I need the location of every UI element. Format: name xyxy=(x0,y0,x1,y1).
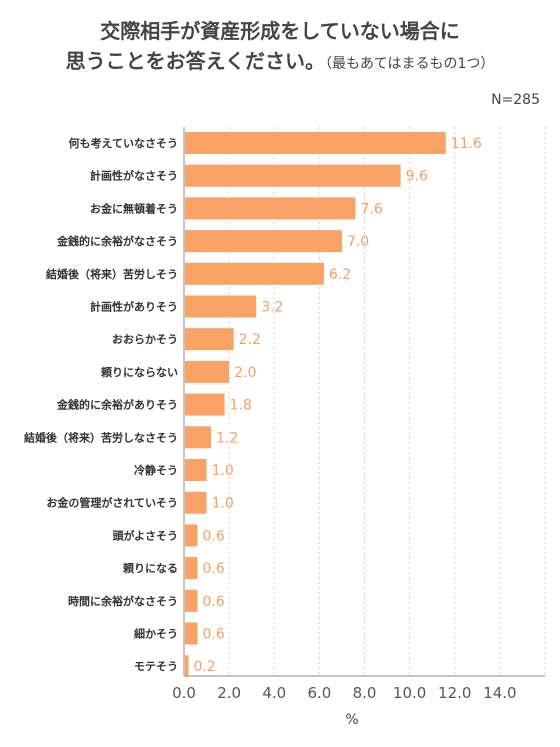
category-label: 頼りにならない xyxy=(100,365,178,379)
bar xyxy=(185,426,212,449)
x-tick-label: 6.0 xyxy=(307,684,331,702)
bar xyxy=(185,360,230,383)
value-label: 0.6 xyxy=(203,561,225,577)
category-label: 頭がよさそう xyxy=(113,528,178,542)
value-label: 1.0 xyxy=(212,463,234,479)
x-tick-label: 8.0 xyxy=(353,684,377,702)
value-label: 11.6 xyxy=(451,136,482,152)
value-label: 0.6 xyxy=(203,594,225,610)
x-tick-label: 12.0 xyxy=(438,684,471,702)
title-line-2-main: 思うことをお答えください。 xyxy=(65,49,326,73)
category-label: お金の管理がされていそう xyxy=(46,496,178,510)
bar xyxy=(185,459,207,481)
x-tick-label: 2.0 xyxy=(217,684,241,702)
category-label: 細かそう xyxy=(134,627,178,641)
bar xyxy=(185,197,356,220)
value-label: 0.6 xyxy=(203,627,225,643)
value-label: 1.8 xyxy=(230,398,252,414)
x-axis-title: % xyxy=(345,712,358,728)
category-label: 冷静そう xyxy=(134,463,178,477)
x-tick-label: 10.0 xyxy=(393,684,426,702)
x-tick-label: 14.0 xyxy=(483,684,516,702)
value-label: 2.0 xyxy=(234,365,256,381)
value-label: 0.6 xyxy=(203,528,225,544)
chart-title: 交際相手が資産形成をしていない場合に 思うことをお答えください。（最もあてはまる… xyxy=(0,16,560,79)
category-label: モテそう xyxy=(134,660,178,673)
bar xyxy=(185,295,257,318)
value-label: 1.0 xyxy=(212,496,234,512)
category-label: 頼りになる xyxy=(122,561,178,575)
bar xyxy=(185,393,225,416)
value-label: 1.2 xyxy=(216,430,238,446)
category-label: 何も考えていなさそう xyxy=(69,136,178,150)
category-label: 計画性がなさそう xyxy=(90,169,178,183)
bar xyxy=(185,230,342,253)
value-label: 7.6 xyxy=(360,201,382,217)
value-label: 3.2 xyxy=(261,300,283,316)
bar xyxy=(185,655,189,678)
bar xyxy=(185,589,198,612)
category-label: 結婚後（将来）苦労しなさそう xyxy=(24,430,178,444)
category-label: 金銭的に余裕がありそう xyxy=(56,398,178,412)
bar xyxy=(185,557,198,580)
x-tick-label: 0.0 xyxy=(172,684,196,702)
category-label: お金に無頓着そう xyxy=(90,201,178,215)
bar xyxy=(185,328,234,351)
category-label: 計画性がありそう xyxy=(90,300,178,314)
value-label: 2.2 xyxy=(239,332,261,348)
x-tick-label: 4.0 xyxy=(262,684,286,702)
category-label: おおらかそう xyxy=(112,333,178,346)
value-label: 9.6 xyxy=(406,169,428,185)
value-label: 6.2 xyxy=(329,267,351,283)
bar xyxy=(185,622,198,645)
category-label: 結婚後（将来）苦労しそう xyxy=(46,267,178,281)
bar xyxy=(185,164,401,187)
value-label: 0.2 xyxy=(194,659,216,675)
value-label: 7.0 xyxy=(347,234,369,250)
title-line-2: 思うことをお答えください。（最もあてはまるもの1つ） xyxy=(0,46,560,79)
bar xyxy=(185,132,446,154)
bar xyxy=(185,524,198,547)
bar xyxy=(185,262,324,285)
title-line-1: 交際相手が資産形成をしていない場合に xyxy=(100,19,460,43)
title-note: （最もあてはまるもの1つ） xyxy=(325,56,495,72)
category-label: 金銭的に余裕がなさそう xyxy=(56,234,178,248)
category-label: 時間に余裕がなさそう xyxy=(68,594,178,608)
bar xyxy=(185,491,207,514)
sample-size: N=285 xyxy=(491,92,540,108)
